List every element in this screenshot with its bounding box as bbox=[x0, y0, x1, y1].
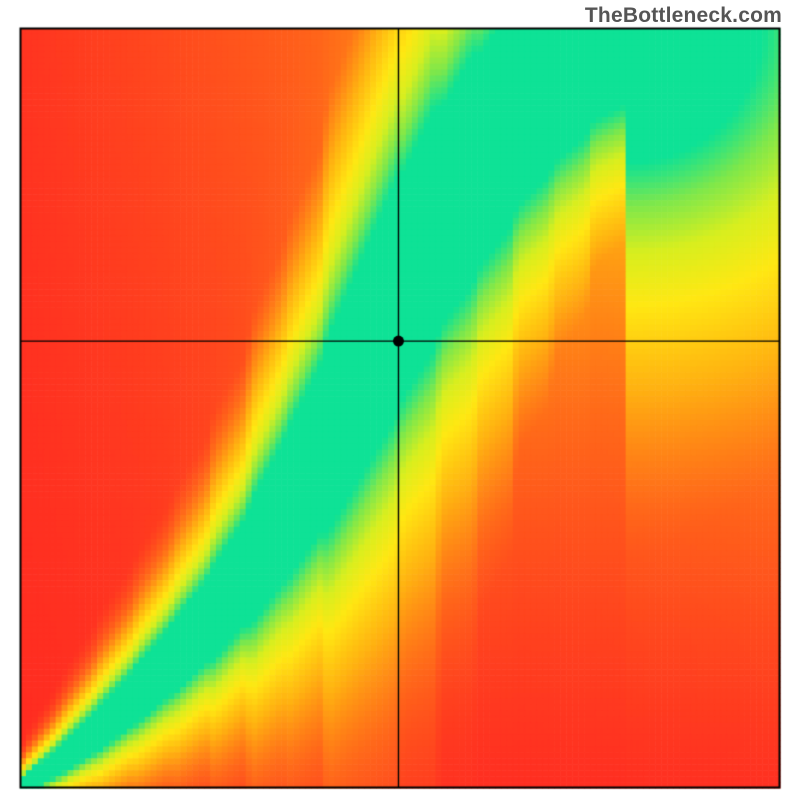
heatmap-canvas bbox=[0, 0, 800, 800]
watermark-label: TheBottleneck.com bbox=[585, 4, 782, 28]
